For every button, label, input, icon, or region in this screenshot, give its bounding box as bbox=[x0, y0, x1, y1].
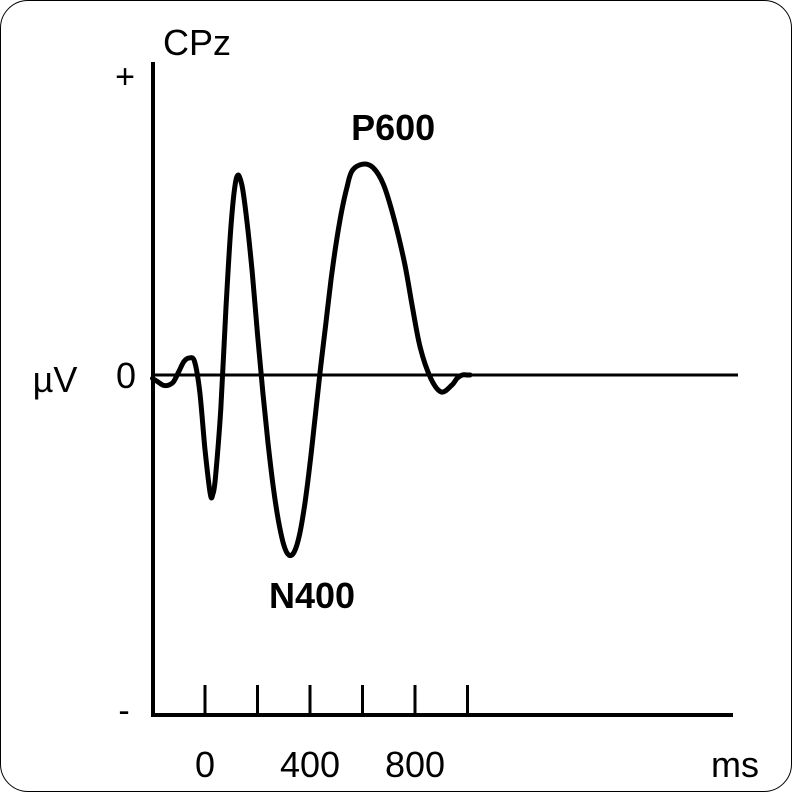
erp-waveform-line bbox=[150, 161, 473, 559]
x-tick-label: 0 bbox=[195, 744, 215, 785]
x-tick-label: 800 bbox=[385, 744, 445, 785]
channel-label: CPz bbox=[163, 22, 231, 63]
y-minus-label: - bbox=[118, 692, 129, 730]
y-zero-label: 0 bbox=[116, 355, 136, 396]
axes bbox=[151, 62, 738, 717]
component-annotations: N400 P600 bbox=[269, 107, 435, 616]
x-ticks bbox=[203, 685, 469, 715]
y-plus-label: + bbox=[115, 58, 135, 96]
x-tick-label: 400 bbox=[280, 744, 340, 785]
annotation-n400: N400 bbox=[269, 575, 355, 616]
x-unit-label: ms bbox=[711, 744, 759, 785]
y-axis-label: µV bbox=[33, 359, 78, 400]
annotation-p600: P600 bbox=[351, 107, 435, 148]
x-tick-labels: 0 400 800 bbox=[195, 744, 445, 785]
